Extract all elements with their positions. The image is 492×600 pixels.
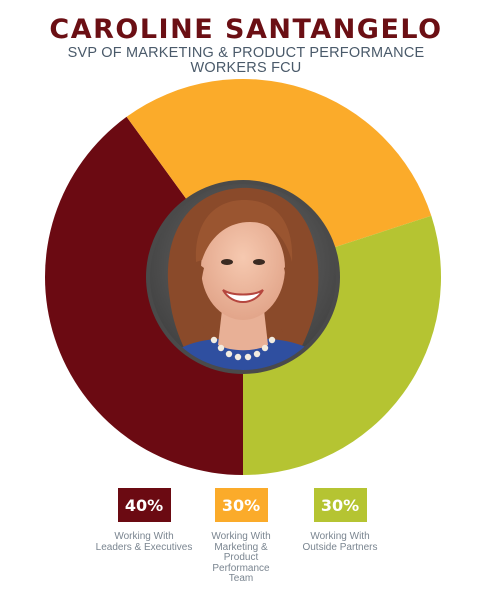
company-name: WORKERS FCU — [190, 60, 302, 76]
legend-label-marketing: Working With Marketing & Product Perform… — [211, 531, 271, 584]
job-title: SVP OF MARKETING & PRODUCT PERFORMANCE — [67, 45, 425, 61]
legend-label-leaders: Working With Leaders & Executives — [95, 531, 193, 553]
data-label-marketing: 30% — [221, 495, 261, 515]
legend-swatch-leaders: 40% — [117, 488, 171, 522]
legend-item-marketing: 30% Working With Marketing & Product Per… — [181, 488, 301, 585]
portrait-photo — [150, 184, 336, 370]
data-label-partners: 30% — [320, 495, 360, 515]
data-label-leaders: 40% — [124, 495, 164, 515]
legend-swatch-partners: 30% — [313, 488, 367, 522]
page-title: CAROLINE SANTANGELO — [49, 14, 443, 45]
legend-swatch-marketing: 30% — [214, 488, 268, 522]
legend-item-partners: 30% Working With Outside Partners — [280, 488, 400, 553]
legend-item-leaders: 40% Working With Leaders & Executives — [84, 488, 204, 553]
legend-label-partners: Working With Outside Partners — [302, 531, 378, 553]
header: CAROLINE SANTANGELO SVP OF MARKETING & P… — [0, 14, 492, 76]
slice-leaders — [44, 116, 244, 475]
slice-marketing — [126, 78, 432, 277]
